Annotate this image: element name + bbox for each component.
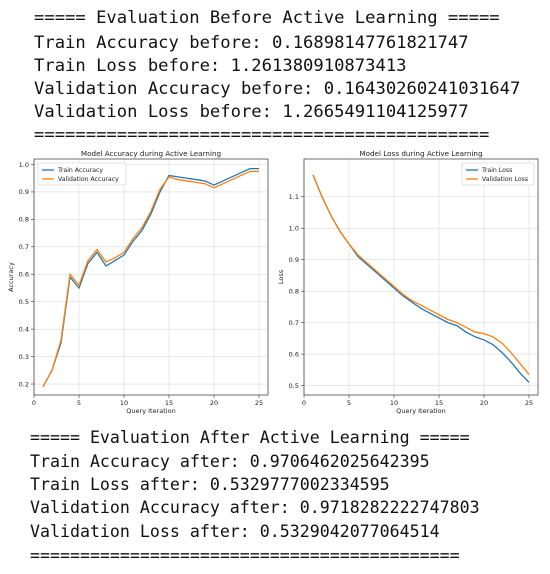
loss-chart-svg: Model Loss during Active Learning 0 5 10 15 2… [277, 149, 539, 415]
chart-title: Model Loss during Active Learning [359, 149, 482, 158]
x-tick-label: 0 [302, 399, 306, 407]
y-tick-label: 0.8 [289, 287, 299, 295]
x-tick-label: 20 [480, 399, 488, 407]
chart-title: Model Accuracy during Active Learning [81, 149, 221, 158]
y-tick-label: 1.0 [19, 161, 29, 169]
x-tick-label: 5 [347, 399, 351, 407]
loss-chart: Model Loss during Active Learning 0 5 10 15 2… [274, 147, 546, 415]
after-header: ===== Evaluation After Active Learning =… [30, 428, 470, 447]
x-axis-label: Query Iteration [396, 407, 445, 415]
x-tick-label: 20 [210, 399, 218, 407]
legend-label-0: Train Accuracy [57, 167, 103, 174]
legend-box [37, 162, 127, 186]
y-tick-label: 0.5 [19, 298, 29, 306]
y-tick-label: 0.8 [19, 216, 29, 224]
legend-box [461, 162, 535, 186]
y-tick-label: 0.6 [19, 271, 29, 279]
accuracy-chart: Model Accuracy during Active Learning 0 5 1… [4, 147, 276, 415]
y-tick-label: 0.4 [19, 325, 29, 333]
legend-label-1: Validation Loss [482, 176, 528, 183]
legend-label-1: Validation Accuracy [58, 176, 119, 183]
x-tick-label: 5 [77, 399, 81, 407]
before-validation-accuracy: Validation Accuracy before: 0.1643026024… [34, 79, 521, 99]
x-tick-label: 25 [525, 399, 533, 407]
y-axis-label: Loss [277, 269, 285, 284]
y-tick-label: 0.6 [289, 350, 299, 358]
after-validation-loss: Validation Loss after: 0.532904207706451… [30, 522, 440, 541]
after-divider: ========================================… [30, 546, 460, 565]
y-tick-label: 0.5 [289, 382, 299, 390]
y-axis-label: Accuracy [7, 262, 15, 292]
before-train-accuracy: Train Accuracy before: 0.168981477618217… [34, 33, 469, 53]
x-tick-label: 10 [390, 399, 398, 407]
y-tick-label: 1.1 [289, 193, 299, 201]
y-tick-label: 0.3 [19, 353, 29, 361]
y-tick-label: 1.0 [289, 225, 299, 233]
y-tick-label: 0.2 [19, 380, 29, 388]
x-tick-label: 15 [435, 399, 443, 407]
x-tick-label: 0 [32, 399, 36, 407]
y-tick-label: 0.9 [19, 188, 29, 196]
x-tick-label: 25 [255, 399, 263, 407]
y-tick-label: 0.7 [289, 319, 299, 327]
before-validation-loss: Validation Loss before: 1.26654911041259… [34, 102, 469, 122]
after-train-loss: Train Loss after: 0.5329777002334595 [30, 475, 390, 494]
before-train-loss: Train Loss before: 1.261380910873413 [34, 56, 407, 76]
after-train-accuracy: Train Accuracy after: 0.9706462025642395 [30, 452, 430, 471]
x-tick-label: 10 [120, 399, 128, 407]
series-line-1 [312, 174, 530, 375]
x-tick-label: 15 [165, 399, 173, 407]
x-axis-label: Query Iteration [126, 407, 175, 415]
accuracy-chart-svg: Model Accuracy during Active Learning 0 5 1… [7, 149, 269, 415]
series-line-1 [42, 170, 259, 388]
plot-frame [303, 158, 539, 396]
y-tick-label: 0.7 [19, 243, 29, 251]
after-validation-accuracy: Validation Accuracy after: 0.97182822227… [30, 498, 480, 517]
legend-label-0: Train Loss [481, 167, 512, 174]
before-header: ===== Evaluation Before Active Learning … [34, 8, 500, 28]
series-line-0 [42, 167, 259, 388]
plot-frame [33, 158, 269, 396]
y-tick-label: 0.9 [289, 256, 299, 264]
series-line-0 [312, 174, 530, 383]
before-divider: ========================================… [34, 125, 490, 145]
